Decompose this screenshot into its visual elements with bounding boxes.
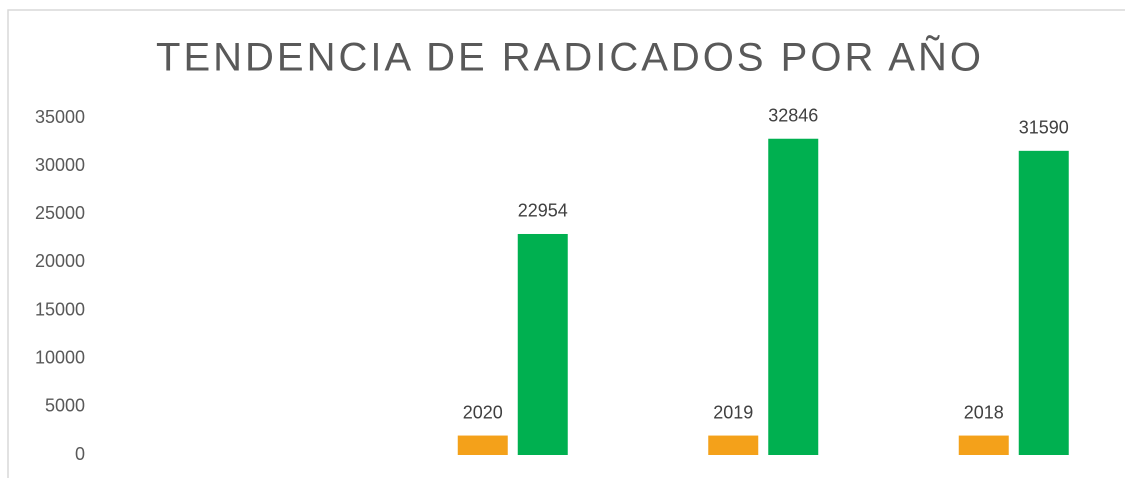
bar bbox=[958, 435, 1009, 455]
bar bbox=[457, 435, 508, 455]
y-tick-label: 35000 bbox=[35, 107, 85, 127]
y-tick-label: 10000 bbox=[35, 347, 85, 367]
data-label: 2019 bbox=[713, 402, 753, 422]
chart-title: TENDENCIA DE RADICADOS POR AÑO bbox=[156, 35, 984, 80]
chart-border bbox=[7, 9, 1125, 478]
data-label: 2020 bbox=[463, 402, 503, 422]
data-label: 22954 bbox=[518, 201, 568, 221]
bar bbox=[768, 138, 819, 456]
y-tick-label: 20000 bbox=[35, 251, 85, 271]
y-tick-label: 15000 bbox=[35, 299, 85, 319]
y-tick-label: 0 bbox=[75, 444, 85, 464]
bar bbox=[1018, 150, 1069, 455]
y-tick-label: 5000 bbox=[45, 396, 85, 416]
data-label: 32846 bbox=[768, 105, 818, 125]
data-label: 31590 bbox=[1019, 118, 1069, 138]
bar bbox=[517, 233, 568, 455]
bar bbox=[708, 435, 759, 455]
y-tick-label: 30000 bbox=[35, 155, 85, 175]
data-label: 2018 bbox=[964, 402, 1004, 422]
y-tick-label: 25000 bbox=[35, 203, 85, 223]
